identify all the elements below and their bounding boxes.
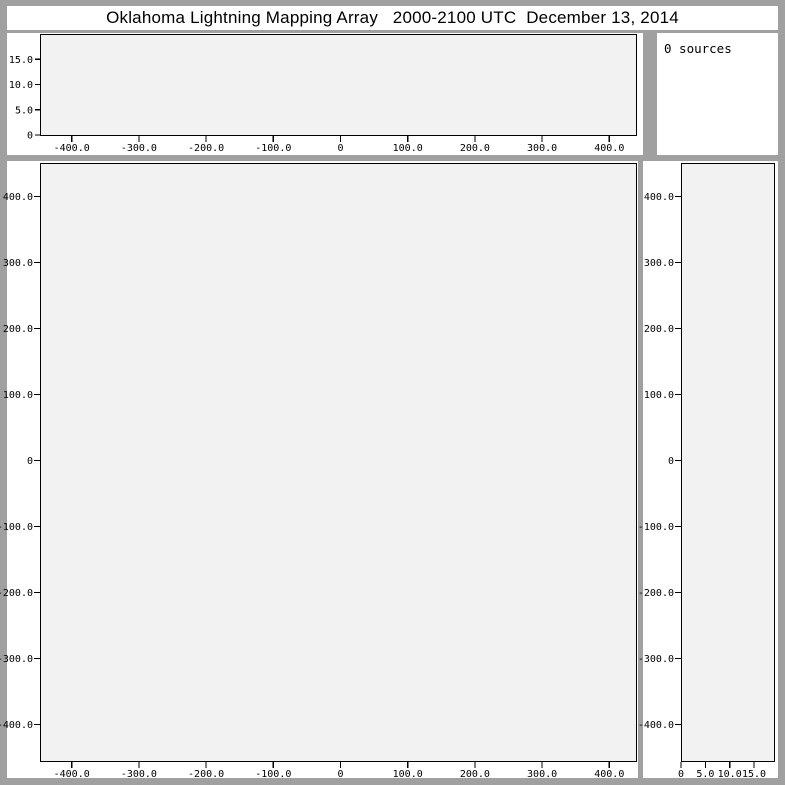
title-bar: Oklahoma Lightning Mapping Array 2000-21… [7, 6, 778, 30]
ns-altitude-panel[interactable] [643, 161, 778, 778]
source-count-text: 0 sources [664, 41, 732, 56]
ew-altitude-panel[interactable] [7, 33, 643, 155]
window-title: Oklahoma Lightning Mapping Array 2000-21… [106, 8, 679, 27]
plan-view-map-panel[interactable] [7, 161, 638, 778]
source-count-panel: 0 sources [657, 33, 778, 155]
